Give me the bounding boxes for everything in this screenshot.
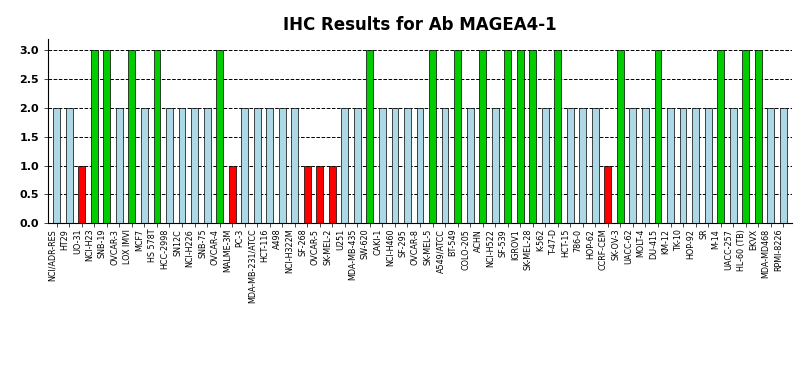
- Bar: [754, 50, 762, 223]
- Bar: [466, 108, 474, 223]
- Bar: [705, 108, 711, 223]
- Bar: [579, 108, 586, 223]
- Bar: [166, 108, 173, 223]
- Bar: [542, 108, 549, 223]
- Bar: [342, 108, 348, 223]
- Bar: [667, 108, 674, 223]
- Bar: [254, 108, 261, 223]
- Bar: [654, 50, 662, 223]
- Bar: [291, 108, 298, 223]
- Bar: [391, 108, 398, 223]
- Bar: [504, 50, 511, 223]
- Bar: [129, 50, 135, 223]
- Bar: [454, 50, 461, 223]
- Bar: [417, 108, 423, 223]
- Bar: [379, 108, 386, 223]
- Bar: [103, 50, 110, 223]
- Bar: [617, 50, 624, 223]
- Bar: [592, 108, 598, 223]
- Bar: [630, 108, 636, 223]
- Bar: [229, 166, 235, 223]
- Bar: [304, 166, 310, 223]
- Bar: [216, 50, 223, 223]
- Bar: [780, 108, 786, 223]
- Bar: [178, 108, 186, 223]
- Bar: [692, 108, 699, 223]
- Bar: [717, 50, 724, 223]
- Bar: [479, 50, 486, 223]
- Bar: [767, 108, 774, 223]
- Bar: [54, 108, 60, 223]
- Bar: [366, 50, 374, 223]
- Bar: [354, 108, 361, 223]
- Bar: [404, 108, 411, 223]
- Bar: [530, 50, 536, 223]
- Bar: [605, 166, 611, 223]
- Bar: [429, 50, 436, 223]
- Bar: [329, 166, 336, 223]
- Bar: [66, 108, 73, 223]
- Bar: [517, 50, 524, 223]
- Bar: [442, 108, 449, 223]
- Bar: [742, 50, 749, 223]
- Bar: [266, 108, 273, 223]
- Bar: [91, 50, 98, 223]
- Bar: [642, 108, 649, 223]
- Bar: [116, 108, 123, 223]
- Bar: [554, 50, 562, 223]
- Bar: [316, 166, 323, 223]
- Bar: [730, 108, 737, 223]
- Bar: [141, 108, 148, 223]
- Bar: [154, 50, 161, 223]
- Bar: [204, 108, 210, 223]
- Bar: [242, 108, 248, 223]
- Title: IHC Results for Ab MAGEA4-1: IHC Results for Ab MAGEA4-1: [283, 16, 557, 34]
- Bar: [78, 166, 86, 223]
- Bar: [679, 108, 686, 223]
- Bar: [191, 108, 198, 223]
- Bar: [278, 108, 286, 223]
- Bar: [492, 108, 498, 223]
- Bar: [567, 108, 574, 223]
